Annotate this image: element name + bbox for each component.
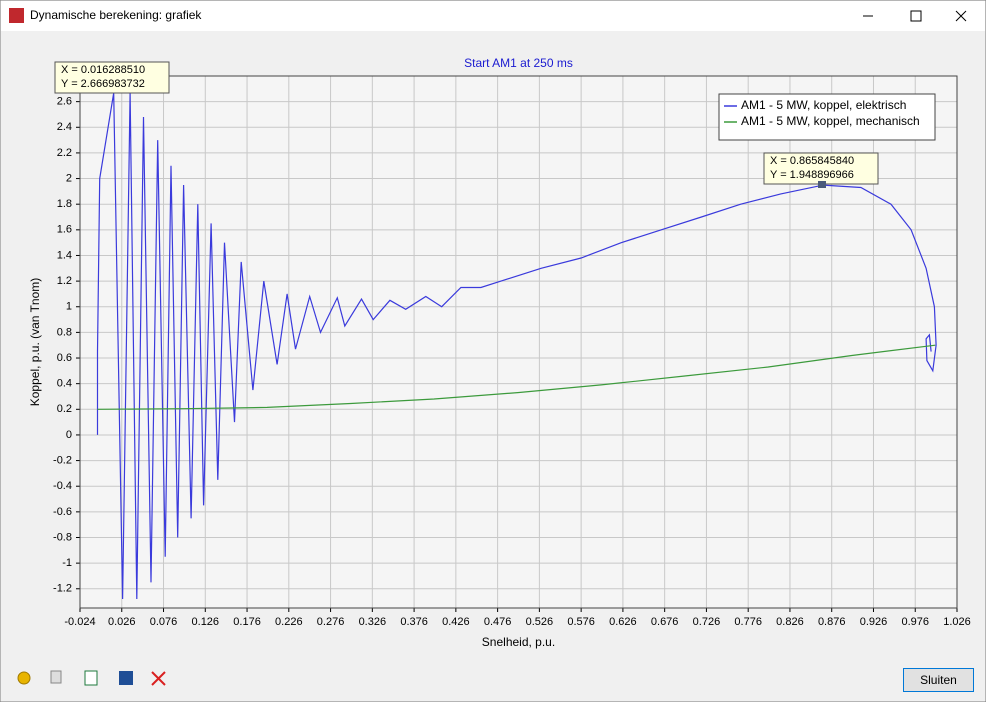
chart-title: Start AM1 at 250 ms bbox=[464, 56, 573, 70]
y-tick-label: 2.4 bbox=[57, 121, 72, 133]
app-icon bbox=[9, 8, 24, 23]
series-line bbox=[97, 344, 936, 410]
plot-frame bbox=[79, 75, 958, 609]
x-tick-label: 0.176 bbox=[233, 616, 261, 628]
x-tick-label: 0.326 bbox=[359, 616, 387, 628]
y-tick-label: 0 bbox=[66, 429, 72, 441]
x-tick-label: 0.076 bbox=[150, 616, 178, 628]
legend-label: AM1 - 5 MW, koppel, elektrisch bbox=[741, 98, 906, 112]
tooltip-box bbox=[54, 61, 170, 94]
toolbar bbox=[17, 670, 166, 686]
x-tick-label: 0.526 bbox=[526, 616, 554, 628]
x-tick-label: 0.226 bbox=[275, 616, 303, 628]
tooltip-text: Y = 1.948896966 bbox=[770, 169, 854, 181]
y-tick-label: 0.8 bbox=[57, 326, 72, 338]
window-title: Dynamische berekening: grafiek bbox=[30, 8, 202, 22]
legend-box bbox=[718, 93, 936, 141]
legend: AM1 - 5 MW, koppel, elektrisch AM1 - 5 MW… bbox=[718, 93, 936, 141]
legend-label: AM1 - 5 MW, koppel, mechanisch bbox=[741, 114, 920, 128]
x-tick-label: 0.976 bbox=[901, 616, 929, 628]
x-tick-label: 0.826 bbox=[776, 616, 804, 628]
y-tick-label: -1.2 bbox=[53, 583, 72, 595]
copy-icon[interactable] bbox=[50, 670, 62, 684]
y-tick-label: 1.4 bbox=[57, 249, 72, 261]
x-tick-label: 0.776 bbox=[734, 616, 762, 628]
y-tick-label: -0.8 bbox=[53, 531, 72, 543]
x-tick-label: 0.576 bbox=[567, 616, 595, 628]
x-tick-label: 0.426 bbox=[442, 616, 470, 628]
y-tick-label: -0.6 bbox=[53, 506, 72, 518]
close-dialog-button[interactable]: Sluiten bbox=[903, 668, 974, 692]
y-tick-label: 0.2 bbox=[57, 403, 72, 415]
tooltip-text: Y = 2.666983732 bbox=[61, 78, 145, 90]
x-tick-label: 0.626 bbox=[609, 616, 637, 628]
x-tick-label: 0.876 bbox=[818, 616, 846, 628]
x-tick-label: 0.026 bbox=[108, 616, 136, 628]
settings-icon[interactable] bbox=[17, 671, 31, 685]
series-line bbox=[96, 92, 937, 600]
x-tick-label: 1.026 bbox=[943, 616, 971, 628]
y-tick-label: -1 bbox=[62, 557, 72, 569]
y-tick-label: 2.6 bbox=[57, 96, 72, 108]
x-tick-label: 0.726 bbox=[693, 616, 721, 628]
y-tick-label: 1.8 bbox=[57, 198, 72, 210]
x-tick-label: 0.376 bbox=[400, 616, 428, 628]
y-tick-label: 2 bbox=[66, 172, 72, 184]
y-tick-label: 0.4 bbox=[57, 378, 72, 390]
x-tick-label: 0.276 bbox=[317, 616, 345, 628]
x-tick-label: 0.126 bbox=[192, 616, 220, 628]
y-tick-label: 1 bbox=[66, 301, 72, 313]
y-tick-label: 1.2 bbox=[57, 275, 72, 287]
tooltip-text: X = 0.016288510 bbox=[61, 64, 145, 76]
y-axis-label: Koppel, p.u. (van Tnom) bbox=[28, 278, 42, 407]
y-tick-label: -0.4 bbox=[53, 480, 72, 492]
x-tick-label: 0.476 bbox=[484, 616, 512, 628]
x-tick-label: 0.676 bbox=[651, 616, 679, 628]
excel-icon[interactable] bbox=[84, 670, 98, 686]
y-tick-label: 1.6 bbox=[57, 224, 72, 236]
selected-point bbox=[818, 181, 826, 188]
title-bar bbox=[1, 1, 985, 31]
close-button[interactable] bbox=[955, 10, 967, 22]
x-tick-label: 0.926 bbox=[860, 616, 888, 628]
x-tick-label: -0.024 bbox=[64, 616, 95, 628]
maximize-button[interactable] bbox=[910, 10, 922, 22]
save-icon[interactable] bbox=[119, 671, 133, 685]
chart: -1.2 -1 -0.8 -0.6 -0.4 -0.2 0 0.2 0.4 0.6 0.8 1 1.2 1… bbox=[28, 56, 971, 649]
y-tick-label: 2.2 bbox=[57, 147, 72, 159]
y-tick-label: -0.2 bbox=[53, 454, 72, 466]
tooltip-box bbox=[763, 152, 879, 185]
y-tick-label: 0.6 bbox=[57, 352, 72, 364]
delete-icon[interactable] bbox=[151, 671, 166, 686]
x-axis-label: Snelheid, p.u. bbox=[482, 635, 555, 649]
tooltip-text: X = 0.865845840 bbox=[770, 155, 854, 167]
